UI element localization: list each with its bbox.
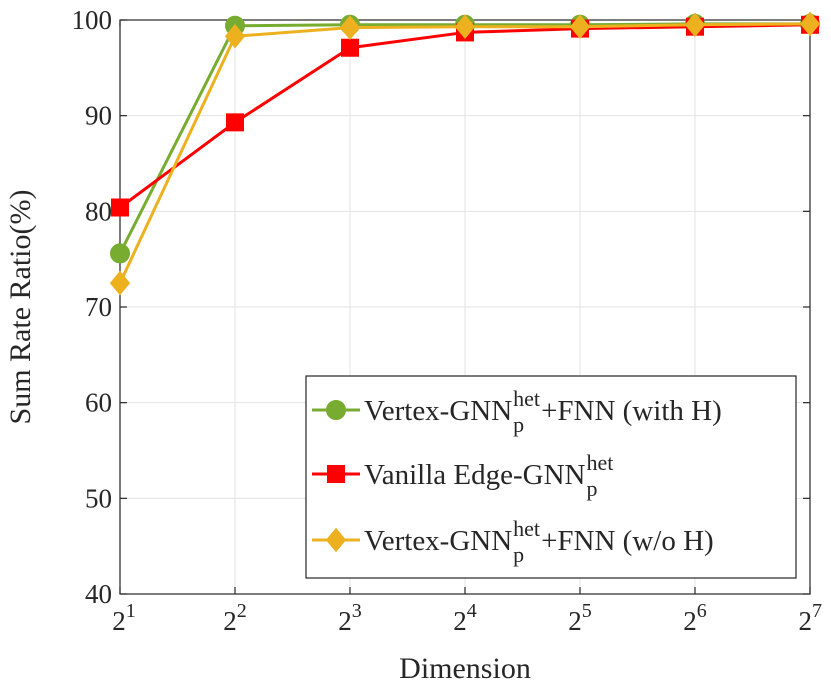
x-tick-label: 22 xyxy=(223,600,247,636)
x-tick-label: 23 xyxy=(338,600,362,636)
series-layer xyxy=(109,11,821,296)
legend-label: Vanilla Edge-GNN xyxy=(364,459,586,491)
legend-tail: +FNN (w/o H) xyxy=(541,525,714,557)
x-tick-label: 21 xyxy=(112,600,136,636)
x-axis-label: Dimension xyxy=(399,652,531,685)
data-point xyxy=(454,14,476,39)
legend-label: Vertex-GNN xyxy=(364,395,512,427)
legend-subscript: p xyxy=(586,476,597,501)
series-diamond xyxy=(109,11,821,296)
x-tick-label: 27 xyxy=(799,600,823,636)
legend-marker xyxy=(325,527,347,553)
data-point xyxy=(224,23,246,49)
legend-box xyxy=(305,375,797,579)
legend-tail: +FNN (with H) xyxy=(541,395,722,427)
data-point xyxy=(111,198,129,217)
x-tick-label: 26 xyxy=(683,600,707,636)
y-tick-label: 40 xyxy=(85,579,112,609)
legend-superscript: het xyxy=(513,516,540,541)
legend-label: Vertex-GNN xyxy=(364,525,512,557)
legend-marker xyxy=(327,465,345,483)
data-point xyxy=(339,15,361,40)
legend-superscript: het xyxy=(586,450,613,475)
data-point xyxy=(569,14,591,39)
data-point xyxy=(684,12,706,38)
y-axis: 40 50 60 70 80 90 100 xyxy=(72,5,810,609)
y-tick-label: 70 xyxy=(85,292,112,322)
data-point xyxy=(110,243,130,264)
data-point xyxy=(341,38,359,57)
data-point xyxy=(799,11,821,37)
legend-marker xyxy=(326,400,346,420)
legend-subscript: p xyxy=(513,542,524,567)
x-axis: 21 22 23 24 25 26 27 xyxy=(112,20,822,636)
y-axis-label: Sum Rate Ratio(%) xyxy=(4,190,37,425)
y-tick-label: 80 xyxy=(85,196,112,226)
x-tick-label: 24 xyxy=(453,600,477,636)
data-point xyxy=(226,113,244,132)
data-point xyxy=(109,270,131,296)
y-tick-label: 60 xyxy=(85,388,112,418)
x-tick-label: 25 xyxy=(568,600,592,636)
legend-subscript: p xyxy=(513,412,524,437)
y-tick-label: 100 xyxy=(72,5,113,35)
y-tick-label: 50 xyxy=(85,483,112,513)
legend-superscript: het xyxy=(513,386,540,411)
y-tick-label: 90 xyxy=(85,101,112,131)
